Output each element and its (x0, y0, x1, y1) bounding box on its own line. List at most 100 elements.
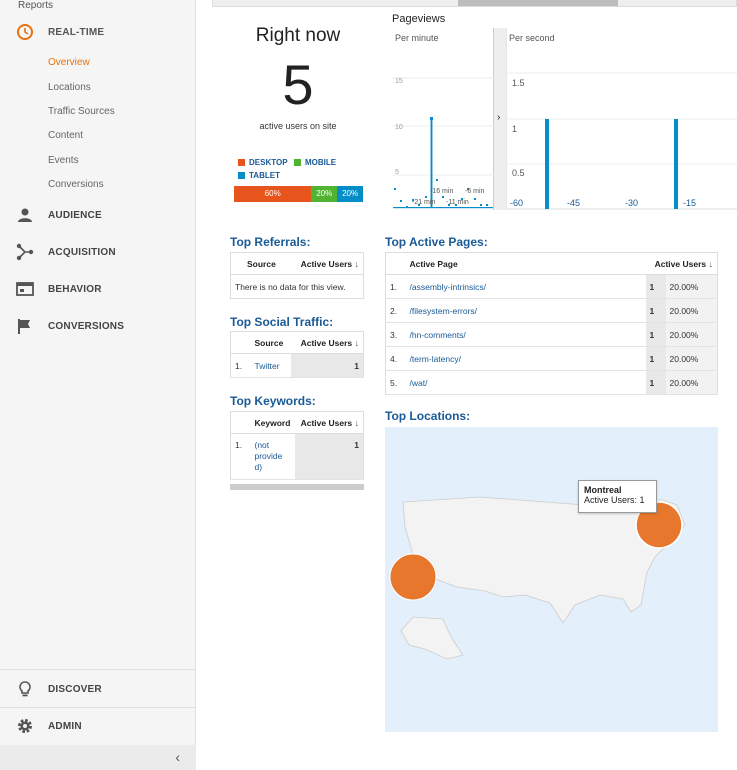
keyword-line: (not (254, 440, 270, 450)
nav-locations[interactable]: Locations (48, 82, 91, 93)
top-keywords-table: Keyword Active Users ↓ 1. (not provide d… (230, 411, 364, 480)
legend-swatch (294, 159, 301, 166)
col-index (230, 331, 251, 354)
page-link[interactable]: /term-latency/ (405, 346, 646, 371)
y-tick: 15 (395, 78, 403, 85)
keyword-link[interactable]: (not provide d) (250, 433, 296, 480)
nav-events[interactable]: Events (48, 155, 79, 166)
y-tick: 5 (395, 169, 399, 176)
top-social-title: Top Social Traffic: (230, 315, 334, 329)
col-active-users[interactable]: Active Users ↓ (645, 252, 718, 275)
tab-indicator[interactable] (458, 0, 618, 6)
x-label: -21 min (412, 199, 435, 206)
row-index: 5. (385, 370, 406, 395)
device-segment-tablet[interactable]: 20% (337, 186, 363, 202)
col-index (385, 252, 406, 275)
nav-traffic-sources[interactable]: Traffic Sources (48, 106, 115, 117)
pageviews-per-minute-chart: Per minute 15 10 5 -21 min -16 min -11 m… (392, 28, 494, 210)
page-link[interactable]: /assembly-intrinsics/ (405, 274, 646, 299)
y-tick: 10 (395, 124, 403, 131)
page-link[interactable]: /wat/ (405, 370, 646, 395)
chevron-right-icon: › (497, 112, 501, 123)
x-label: -30 (625, 198, 638, 208)
locations-map[interactable] (385, 427, 718, 732)
nav-conversions[interactable]: CONVERSIONS (0, 312, 196, 340)
active-users-subtitle: active users on site (259, 121, 337, 131)
nav-admin-label: ADMIN (48, 720, 82, 732)
col-source[interactable]: Source (250, 331, 291, 354)
col-active-users[interactable]: Active Users ↓ (290, 331, 364, 354)
legend-mobile: MOBILE (294, 158, 336, 167)
nav-audience[interactable]: AUDIENCE (0, 201, 196, 229)
horizontal-scrollbar[interactable] (230, 484, 364, 490)
per-second-label: Per second (509, 33, 555, 43)
nav-content[interactable]: Content (48, 130, 84, 141)
pageviews-expand-button[interactable]: › (494, 28, 506, 210)
keyword-line: provide (254, 451, 283, 461)
lightbulb-icon (19, 681, 31, 697)
table-header: Source Active Users ↓ (230, 252, 364, 275)
table-row: 3. /hn-comments/ 1 20.00% (385, 322, 718, 347)
per-minute-svg: 15 10 5 -21 min -16 min -11 min -6 min (392, 77, 494, 209)
page-link[interactable]: /hn-comments/ (405, 322, 646, 347)
x-label: -6 min (465, 188, 485, 195)
nav-realtime-label: REAL-TIME (48, 26, 105, 38)
social-source-link[interactable]: Twitter (250, 353, 291, 378)
sort-down-icon: ↓ (354, 417, 360, 428)
col-source[interactable]: Source (230, 252, 287, 275)
row-users: 1 (645, 322, 666, 347)
per-second-svg: 1.5 1 0.5 -60 -45 -30 -15 (506, 28, 737, 210)
person-icon (18, 208, 32, 222)
active-users-count: 5 (282, 53, 314, 116)
col-keyword[interactable]: Keyword (250, 411, 296, 434)
per-minute-label: Per minute (395, 33, 439, 43)
page-link[interactable]: /filesystem-errors/ (405, 298, 646, 323)
nav-acquisition[interactable]: ACQUISITION (0, 238, 196, 266)
nav-overview[interactable]: Overview (48, 57, 90, 68)
location-bubble-west[interactable] (389, 553, 437, 601)
nav-admin[interactable]: ADMIN (0, 712, 196, 740)
sidebar-divider (0, 707, 196, 708)
clock-icon (17, 24, 33, 40)
nav-conversions-label: CONVERSIONS (48, 320, 125, 332)
legend-swatch (238, 172, 245, 179)
col-active-users-label: Active Users (654, 258, 707, 269)
legend-tablet: TABLET (238, 171, 280, 180)
legend-label: MOBILE (305, 158, 337, 167)
flag-icon (18, 319, 30, 334)
x-label: -11 min (446, 199, 469, 206)
legend-label: TABLET (249, 171, 280, 180)
table-row: 4. /term-latency/ 1 20.00% (385, 346, 718, 371)
row-index: 1. (230, 433, 251, 480)
nav-behavior[interactable]: BEHAVIOR (0, 275, 196, 303)
col-active-users[interactable]: Active Users ↓ (286, 252, 364, 275)
col-active-page[interactable]: Active Page (405, 252, 646, 275)
device-segment-mobile[interactable]: 20% (311, 186, 338, 202)
row-index: 4. (385, 346, 406, 371)
top-referrals-title: Top Referrals: (230, 235, 311, 249)
nav-conversions-rt[interactable]: Conversions (48, 179, 104, 190)
pageviews-title: Pageviews (392, 13, 446, 25)
table-header: Active Page Active Users ↓ (385, 252, 718, 275)
x-label: -15 (683, 198, 696, 208)
row-percent: 20.00% (665, 274, 718, 299)
device-segment-desktop[interactable]: 60% (234, 186, 312, 202)
table-row: 2. /filesystem-errors/ 1 20.00% (385, 298, 718, 323)
top-tabs-strip (212, 0, 737, 7)
chevron-left-icon: ‹ (175, 749, 180, 765)
top-referrals-table: Source Active Users ↓ There is no data f… (230, 252, 364, 299)
nav-discover[interactable]: DISCOVER (0, 675, 196, 703)
col-active-users[interactable]: Active Users ↓ (295, 411, 364, 434)
top-pages-table: Active Page Active Users ↓ 1. /assembly-… (385, 252, 718, 395)
us-map-svg (389, 496, 686, 660)
nav-realtime[interactable]: REAL-TIME (0, 18, 196, 46)
collapse-sidebar-button[interactable]: ‹ (0, 745, 196, 770)
location-bubble-montreal[interactable] (635, 501, 683, 549)
y-tick: 1 (512, 124, 517, 134)
top-locations-title: Top Locations: (385, 409, 471, 423)
table-row: 5. /wat/ 1 20.00% (385, 370, 718, 395)
behavior-icon (16, 282, 34, 296)
keyword-line: d) (254, 462, 263, 472)
legend-desktop: DESKTOP (238, 158, 288, 167)
col-index (230, 411, 251, 434)
